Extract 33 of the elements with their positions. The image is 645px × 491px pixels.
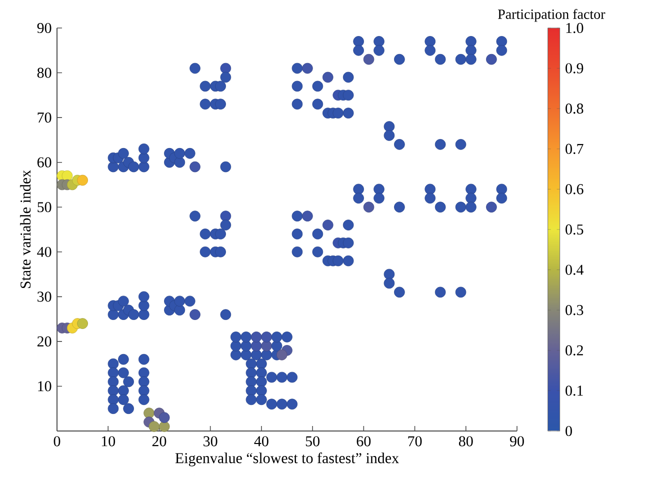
x-tick-label: 0 xyxy=(54,436,60,446)
y-tick-label: 30 xyxy=(38,292,52,302)
color-bar-label: 0.6 xyxy=(566,184,584,194)
color-bar-label: 1.0 xyxy=(566,22,584,34)
x-tick-label: 50 xyxy=(306,436,320,446)
color-bar-label: 0.3 xyxy=(566,305,584,316)
color-bar-label: 0.7 xyxy=(566,144,584,154)
color-bar-label: 0.2 xyxy=(566,345,583,356)
color-bar-label: 0.1 xyxy=(566,386,583,396)
color-bar-label: 0.5 xyxy=(566,224,584,235)
y-tick-label: 90 xyxy=(37,22,52,34)
y-axis-title: State variable index xyxy=(20,170,31,288)
color-bar-label: 0.8 xyxy=(566,104,584,114)
y-tick-label: 70 xyxy=(38,112,52,123)
color-bar-label: 0.4 xyxy=(566,264,584,275)
y-tick-label: 20 xyxy=(37,336,52,346)
x-tick-label: 80 xyxy=(458,436,473,446)
x-tick-label: 60 xyxy=(356,436,371,446)
x-tick-label: 30 xyxy=(204,436,218,446)
color-bar-label: 0 xyxy=(566,426,572,436)
y-tick-label: 10 xyxy=(38,381,52,392)
x-tick-label: 20 xyxy=(152,436,166,446)
color-bar-title: Participation factor xyxy=(498,8,606,22)
y-tick-label: 50 xyxy=(38,202,52,212)
x-tick-label: 40 xyxy=(254,436,268,446)
x-tick-label: 70 xyxy=(408,436,422,446)
x-axis-title: Eigenvalue “slowest to fastest” index xyxy=(175,452,399,466)
x-tick-label: 90 xyxy=(510,436,524,446)
color-bar-label: 0.9 xyxy=(566,63,584,74)
y-tick-label: 80 xyxy=(37,68,52,78)
y-tick-label: 60 xyxy=(37,157,52,168)
y-tick-label: 40 xyxy=(37,246,52,257)
x-tick-label: 10 xyxy=(102,436,116,446)
